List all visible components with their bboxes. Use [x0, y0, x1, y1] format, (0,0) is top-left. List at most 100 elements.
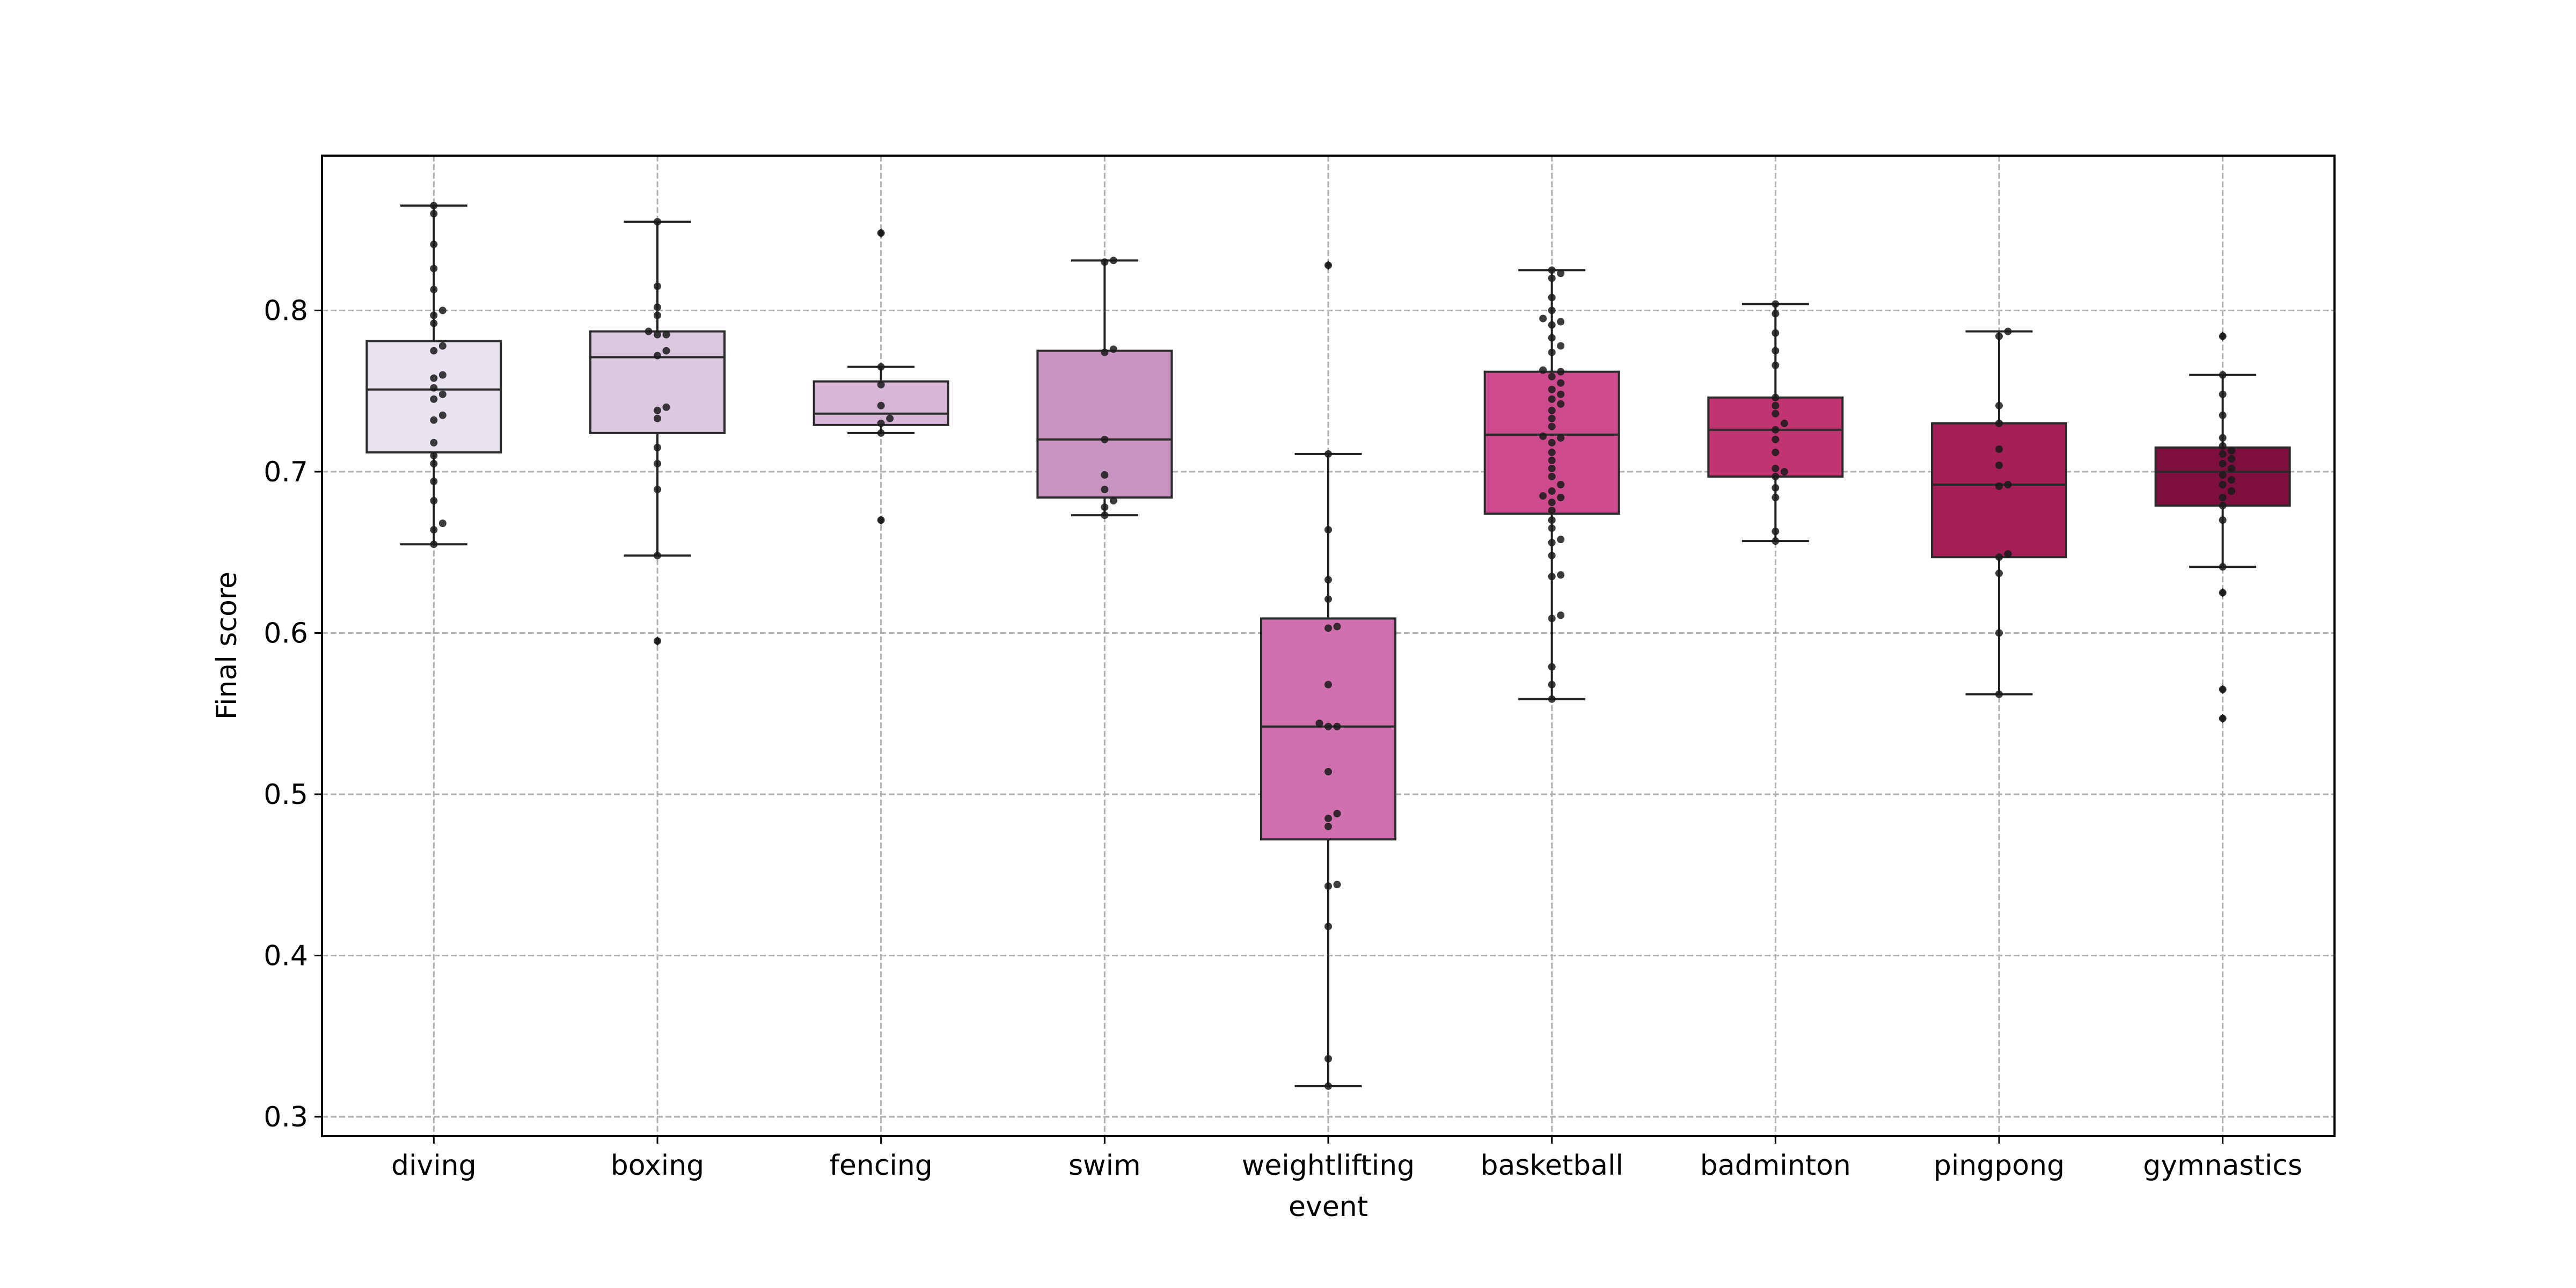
data-point: [1539, 314, 1547, 323]
data-point: [438, 306, 447, 314]
data-point: [430, 416, 438, 424]
swarm-points: [430, 202, 2236, 1090]
data-point: [1548, 663, 1556, 671]
data-point: [1101, 471, 1109, 479]
data-point: [1548, 321, 1556, 329]
data-point: [2219, 563, 2227, 571]
data-point: [1772, 494, 1780, 502]
data-point: [1333, 810, 1341, 818]
data-point: [2228, 447, 2236, 455]
x-tick-label: basketball: [1480, 1150, 1623, 1182]
x-tick-label: diving: [391, 1150, 477, 1182]
data-point: [1548, 573, 1556, 581]
data-point: [1557, 571, 1565, 579]
data-point: [2219, 442, 2227, 450]
data-point: [1548, 372, 1556, 380]
data-point: [1995, 401, 2003, 409]
data-point: [654, 637, 661, 645]
data-point: [662, 347, 670, 355]
data-point: [1539, 492, 1547, 500]
data-point: [1772, 361, 1780, 369]
data-point: [1548, 680, 1556, 689]
data-point: [1101, 486, 1109, 494]
data-point: [430, 497, 438, 505]
data-point: [1548, 524, 1556, 532]
data-point: [2004, 481, 2012, 489]
data-point: [662, 403, 670, 411]
data-point: [877, 429, 885, 437]
data-point: [430, 265, 438, 273]
x-axis-label: event: [1289, 1191, 1368, 1223]
data-point: [1324, 767, 1332, 775]
data-point: [2228, 487, 2236, 495]
data-point: [645, 327, 653, 335]
data-point: [430, 526, 438, 534]
data-point: [1772, 329, 1780, 337]
data-point: [1324, 1082, 1332, 1090]
data-point: [2219, 494, 2227, 502]
data-point: [877, 380, 885, 389]
data-point: [1324, 882, 1332, 890]
data-point: [1548, 385, 1556, 393]
data-point: [1333, 881, 1341, 889]
data-point: [2219, 434, 2227, 442]
data-point: [2219, 502, 2227, 510]
data-point: [430, 384, 438, 392]
data-point: [2228, 455, 2236, 463]
data-point: [1557, 379, 1565, 387]
data-point: [1324, 722, 1332, 730]
x-tick-label: swim: [1069, 1150, 1141, 1182]
data-point: [1557, 434, 1565, 442]
data-point: [877, 516, 885, 524]
data-point: [1548, 539, 1556, 547]
data-point: [654, 459, 661, 467]
data-point: [1772, 347, 1780, 355]
data-point: [1548, 406, 1556, 414]
data-point: [1780, 419, 1788, 427]
data-point: [2219, 714, 2227, 722]
data-point: [430, 477, 438, 485]
data-point: [877, 419, 885, 427]
data-point: [1557, 536, 1565, 544]
data-point: [1772, 435, 1780, 443]
data-point: [1995, 461, 2003, 469]
data-point: [1548, 487, 1556, 495]
y-tick-label: 0.6: [264, 617, 308, 649]
data-point: [1548, 274, 1556, 282]
data-point: [654, 352, 661, 360]
data-point: [1548, 348, 1556, 356]
data-point: [2228, 475, 2236, 484]
data-point: [1557, 611, 1565, 619]
data-point: [662, 331, 670, 339]
data-point: [654, 218, 661, 226]
data-point: [1333, 722, 1341, 730]
data-point: [1324, 595, 1332, 603]
data-point: [1324, 624, 1332, 632]
data-point: [2219, 411, 2227, 419]
data-point: [654, 311, 661, 319]
data-point: [1557, 390, 1565, 398]
data-point: [1101, 258, 1109, 266]
data-point: [2219, 589, 2227, 597]
data-point: [1772, 448, 1780, 456]
data-point: [877, 363, 885, 371]
data-point: [1101, 435, 1109, 443]
data-point: [1548, 464, 1556, 472]
data-point: [1772, 401, 1780, 409]
x-tick-label: pingpong: [1934, 1150, 2065, 1182]
data-point: [1548, 266, 1556, 274]
data-point: [1539, 432, 1547, 440]
data-point: [1548, 516, 1556, 524]
data-point: [1772, 409, 1780, 418]
data-point: [2219, 332, 2227, 340]
data-point: [430, 286, 438, 294]
data-point: [430, 438, 438, 447]
data-point: [430, 395, 438, 403]
data-point: [1772, 472, 1780, 480]
data-point: [1333, 623, 1341, 631]
data-point: [430, 202, 438, 210]
data-point: [1324, 450, 1332, 458]
data-point: [438, 519, 447, 528]
data-point: [1548, 414, 1556, 422]
